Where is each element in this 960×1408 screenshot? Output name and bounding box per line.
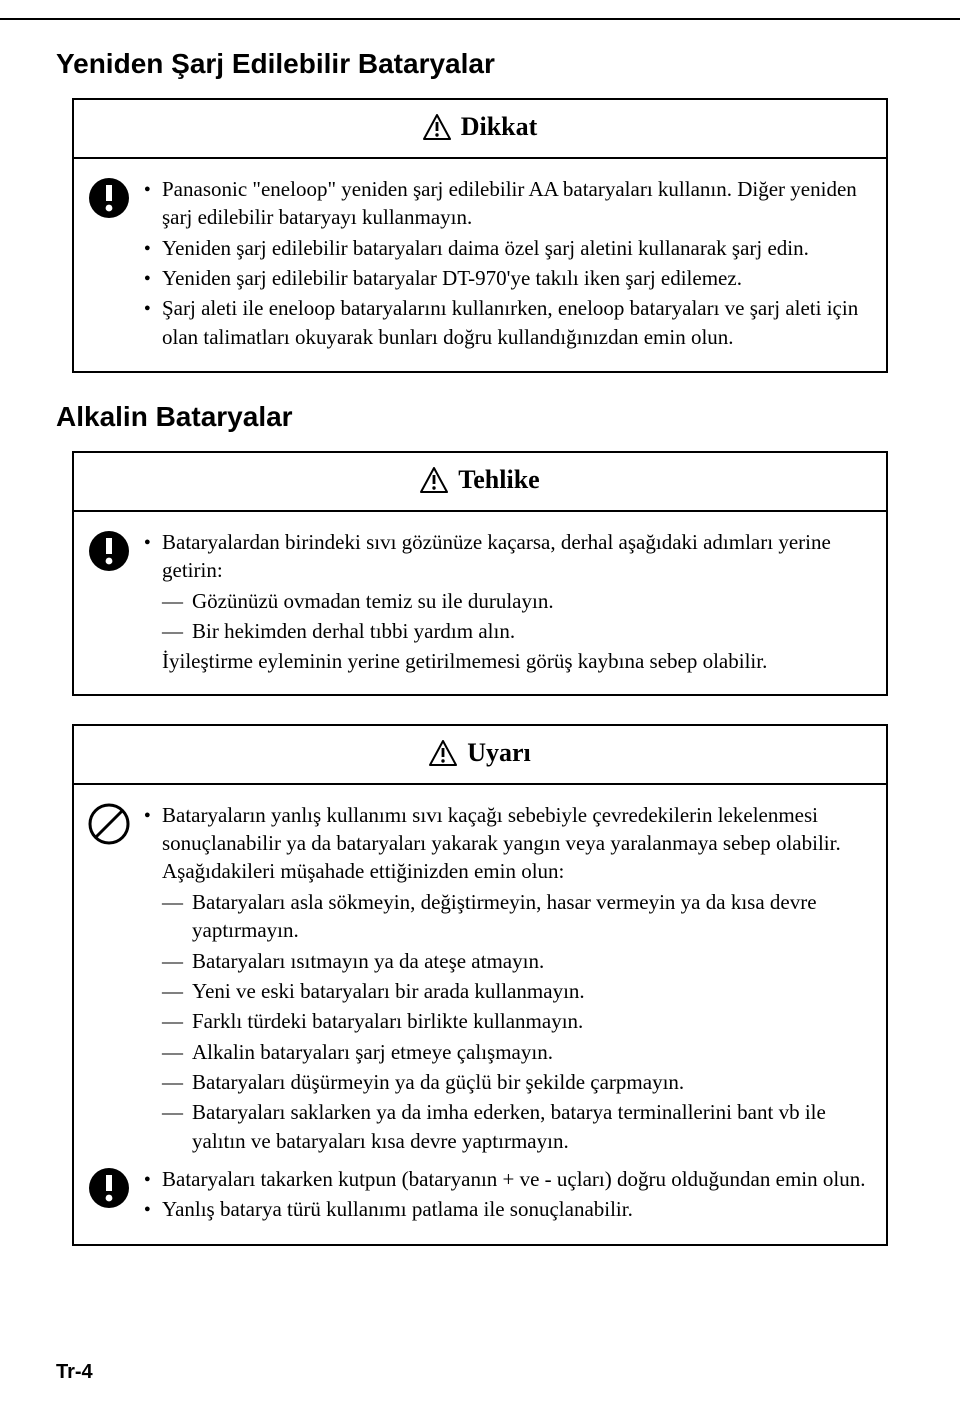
warning-box-tehlike: Tehlike Bataryalardan birindeki sıvı göz… (72, 451, 888, 696)
list-item: Yeni ve eski bataryaları bir arada kulla… (162, 977, 866, 1005)
warning-header-text: Uyarı (467, 738, 531, 768)
warning-header-text: Tehlike (458, 465, 539, 495)
warning-box-uyari: Uyarı Bataryaların yanlış kullanımı sıvı… (72, 724, 888, 1246)
list-item: Bataryaları asla sökmeyin, değiştirmeyin… (162, 888, 866, 945)
exclaim-circle-icon (88, 177, 144, 219)
bullet-list: Bataryaları takarken kutpun (bataryanın … (144, 1165, 866, 1224)
caution-triangle-icon (420, 467, 448, 493)
exclaim-circle-icon (88, 1167, 144, 1209)
warning-header: Tehlike (74, 453, 886, 512)
list-item: Bataryaları takarken kutpun (bataryanın … (144, 1165, 866, 1193)
warning-header: Dikkat (74, 100, 886, 159)
list-item: Bataryaları ısıtmayın ya da ateşe atmayı… (162, 947, 866, 975)
after-text: İyileştirme eyleminin yerine getirilmeme… (144, 647, 866, 675)
list-item: Farklı türdeki bataryaları birlikte kull… (162, 1007, 866, 1035)
prohibit-icon (88, 803, 144, 845)
warning-body: Panasonic "eneloop" yeniden şarj edilebi… (74, 159, 886, 371)
list-item: Yeniden şarj edilebilir bataryaları daim… (144, 234, 866, 262)
dash-list: Bataryaları asla sökmeyin, değiştirmeyin… (144, 888, 866, 1155)
list-item: Panasonic "eneloop" yeniden şarj edilebi… (144, 175, 866, 232)
bullet-list: Panasonic "eneloop" yeniden şarj edilebi… (144, 175, 866, 351)
dash-list: Gözünüzü ovmadan temiz su ile durulayın.… (144, 587, 866, 646)
warning-body: Bataryaların yanlış kullanımı sıvı kaçağ… (74, 785, 886, 1175)
warning-box-dikkat: Dikkat Panasonic "eneloop" yeniden şarj … (72, 98, 888, 373)
section-title: Alkalin Bataryalar (56, 401, 904, 433)
page-number: Tr-4 (56, 1361, 93, 1384)
list-item: Bataryaları saklarken ya da imha ederken… (162, 1098, 866, 1155)
bullet-list: Bataryaların yanlış kullanımı sıvı kaçağ… (144, 801, 866, 886)
caution-triangle-icon (423, 114, 451, 140)
warning-body: Bataryaları takarken kutpun (bataryanın … (74, 1165, 886, 1244)
warning-body: Bataryalardan birindeki sıvı gözünüze ka… (74, 512, 886, 694)
list-item: Bataryaların yanlış kullanımı sıvı kaçağ… (144, 801, 866, 886)
list-item: Yeniden şarj edilebilir bataryalar DT-97… (144, 264, 866, 292)
list-item: Alkalin bataryaları şarj etmeye çalışmay… (162, 1038, 866, 1066)
list-item: Bir hekimden derhal tıbbi yardım alın. (162, 617, 866, 645)
warning-header-text: Dikkat (461, 112, 538, 142)
section-title: Yeniden Şarj Edilebilir Bataryalar (56, 48, 904, 80)
caution-triangle-icon (429, 740, 457, 766)
page-top-rule (0, 18, 960, 20)
list-item: Bataryalardan birindeki sıvı gözünüze ka… (144, 528, 866, 585)
bullet-list: Bataryalardan birindeki sıvı gözünüze ka… (144, 528, 866, 585)
list-item: Bataryaları düşürmeyin ya da güçlü bir ş… (162, 1068, 866, 1096)
list-item: Şarj aleti ile eneloop bataryalarını kul… (144, 294, 866, 351)
exclaim-circle-icon (88, 530, 144, 572)
list-item: Gözünüzü ovmadan temiz su ile durulayın. (162, 587, 866, 615)
list-item: Yanlış batarya türü kullanımı patlama il… (144, 1195, 866, 1223)
warning-header: Uyarı (74, 726, 886, 785)
